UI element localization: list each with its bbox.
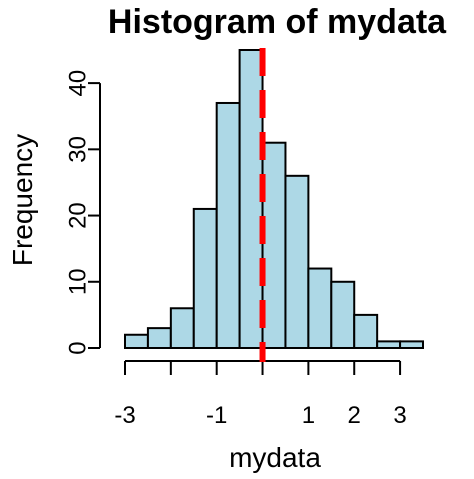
y-axis: 0 10 20 30 40 <box>65 70 101 355</box>
histogram-bar-7 <box>284 174 310 349</box>
histogram-bar-11 <box>376 340 402 349</box>
y-tick-label-0: 0 <box>65 341 92 354</box>
chart-title: Histogram of mydata <box>108 3 447 41</box>
histogram-bar-12 <box>399 340 425 349</box>
x-tick-label-5: 2 <box>348 402 361 429</box>
histogram-bar-1 <box>146 327 172 349</box>
histogram-bar-10 <box>353 313 379 349</box>
histogram-bar-6 <box>261 141 287 349</box>
y-tick-label-3: 30 <box>65 136 92 163</box>
y-tick-label-4: 40 <box>65 70 92 97</box>
y-axis-label: Frequency <box>7 134 38 266</box>
y-tick-label-2: 20 <box>65 202 92 229</box>
x-tick-label-4: 1 <box>302 402 315 429</box>
histogram-bar-5 <box>238 49 264 349</box>
x-tick-label-2: -1 <box>206 402 227 429</box>
histogram-bar-8 <box>307 267 333 349</box>
histogram-bar-0 <box>124 333 149 349</box>
y-tick-label-1: 10 <box>65 268 92 295</box>
histogram-bar-3 <box>192 207 218 349</box>
x-tick-label-0: -3 <box>114 402 135 429</box>
bars-group <box>124 49 425 349</box>
histogram-bar-2 <box>169 307 195 349</box>
x-axis-label: mydata <box>229 442 321 473</box>
histogram-bar-9 <box>330 280 356 349</box>
x-tick-label-6: 3 <box>393 402 406 429</box>
x-axis: -3 -1 1 2 3 <box>114 360 407 429</box>
histogram-bar-4 <box>215 101 241 349</box>
